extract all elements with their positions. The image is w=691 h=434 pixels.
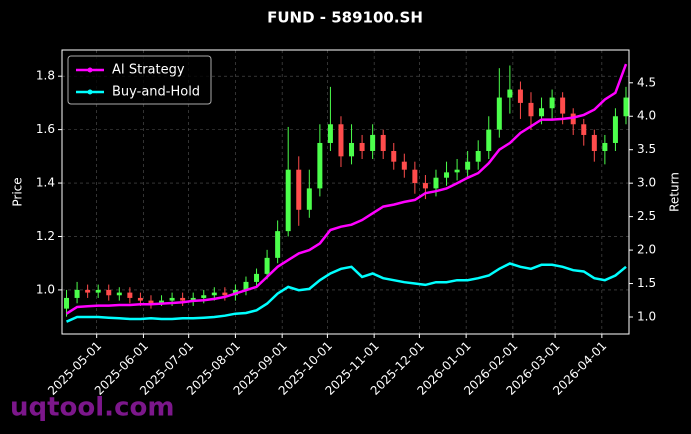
candle-body [74,289,80,298]
candle-body [306,188,312,210]
candle-body [243,281,249,290]
candle-body [444,172,450,178]
candle-body [106,289,112,296]
y2-tick-label: 3.0 [637,176,656,190]
candle-body [116,292,122,296]
candle-body [549,97,555,109]
candle-body [623,97,629,117]
candle-body [338,124,344,157]
candle-body [370,134,376,151]
candle-body [211,292,217,296]
y2-tick-label: 1.5 [637,276,656,290]
candle-body [422,183,428,189]
y-tick-label: 1.6 [36,122,55,136]
candle-body [528,102,534,117]
legend-label: Buy-and-Hold [112,85,200,100]
y2-tick-label: 4.0 [637,109,656,123]
y2-tick-label: 4.5 [637,75,656,89]
candle-body [496,97,502,130]
candle-body [380,134,386,151]
candle-body [486,129,492,151]
candle-body [201,295,207,298]
candle-body [602,142,608,151]
candle-body [517,89,523,103]
y2-tick-label: 2.0 [637,243,656,257]
candle-body [254,273,260,282]
candle-body [137,297,143,301]
return-line [65,63,628,315]
y-tick-label: 1.8 [36,69,55,83]
candle-body [475,150,481,162]
candle-body [222,292,228,296]
y2-axis-label: Return [668,172,682,212]
candle-body [95,289,101,293]
candle-body [539,108,545,117]
candle-body [507,89,513,98]
y-tick-label: 1.4 [36,176,55,190]
candle-body [264,257,270,274]
y2-tick-label: 2.5 [637,209,656,223]
legend-marker [87,89,93,95]
candle-body [570,113,576,125]
candle-body [285,169,291,232]
y-tick-label: 1.0 [36,282,55,296]
candle-body [581,124,587,135]
candle-body [391,150,397,162]
candle-body [64,297,70,309]
candle-body [275,231,281,258]
candle-body [327,124,333,143]
y2-tick-label: 1.0 [637,310,656,324]
candle-body [401,161,407,170]
candle-body [591,134,597,151]
candle-body [317,142,323,189]
legend-label: AI Strategy [112,63,185,78]
chart-title: FUND - 589100.SH [267,9,423,27]
candle-body [454,169,460,173]
candle-body [433,177,439,189]
candle-body [169,297,175,301]
candle-body [612,116,618,143]
candle-body [127,292,133,298]
candle-body [148,300,154,304]
candle-body [412,169,418,184]
candle-body [85,289,91,293]
candle-body [190,297,196,301]
watermark: uqtool.com [10,393,174,423]
candle-body [465,161,471,170]
candle-body [349,142,355,157]
y-tick-label: 1.2 [36,229,55,243]
candle-body [296,169,302,210]
y-axis-label: Price [11,177,25,206]
candle-body [159,300,165,304]
candle-body [560,97,566,114]
plot-frame [61,49,630,335]
return-line [65,262,627,323]
y2-tick-label: 3.5 [637,142,656,156]
candle-body [180,297,186,301]
legend-marker [87,67,93,73]
candle-body [359,142,365,151]
